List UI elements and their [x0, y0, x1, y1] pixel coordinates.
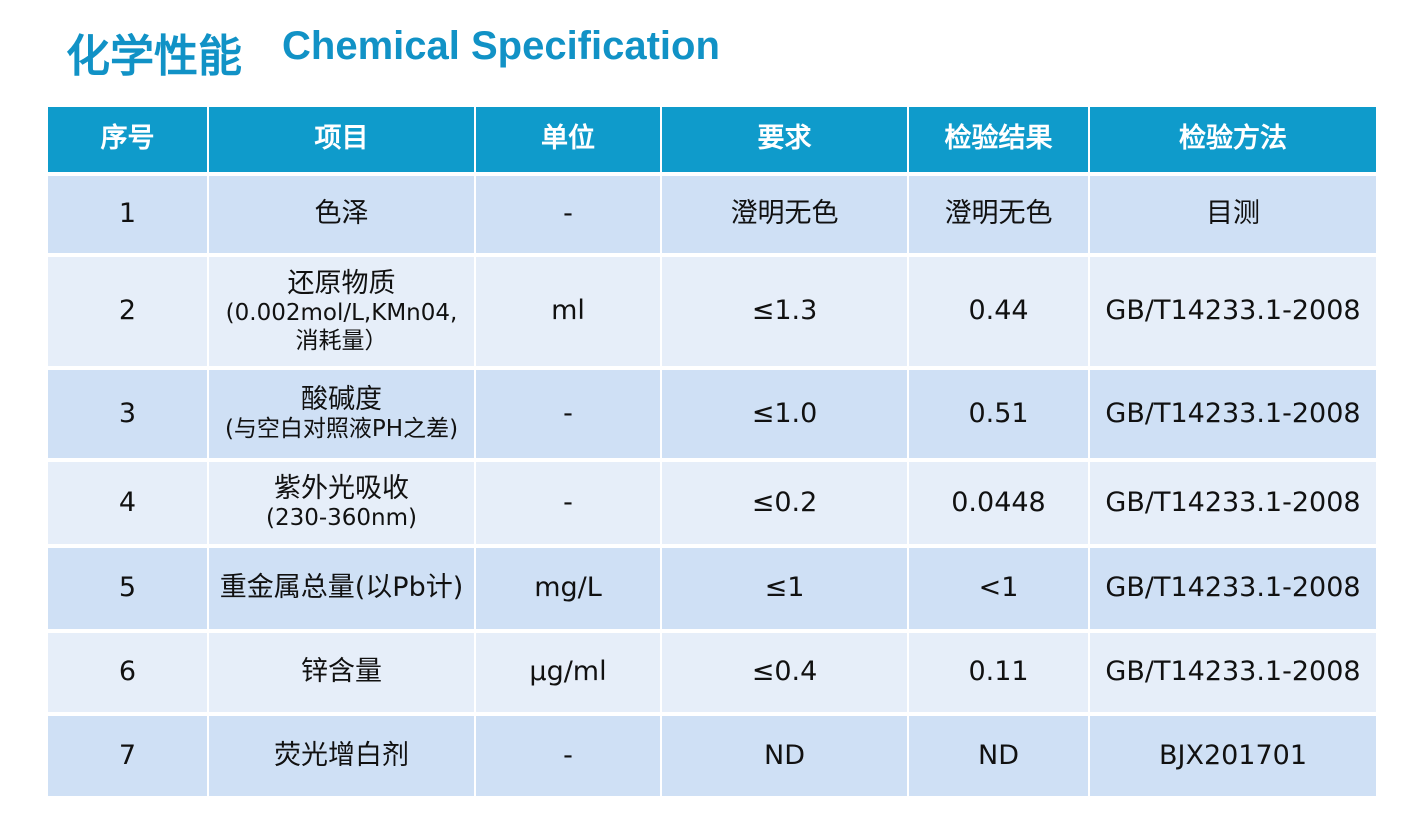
table-cell: 0.0448 — [909, 462, 1088, 544]
table-cell: 重金属总量(以Pb计) — [209, 548, 474, 629]
table-cell: - — [476, 176, 660, 253]
table-cell: GB/T14233.1-2008 — [1090, 257, 1376, 366]
table-cell: - — [476, 370, 660, 458]
table-cell: GB/T14233.1-2008 — [1090, 462, 1376, 544]
table-cell: ≤0.2 — [662, 462, 907, 544]
table-cell: ≤0.4 — [662, 633, 907, 712]
title-cn: 化学性能 — [66, 31, 242, 82]
table-cell: 6 — [48, 633, 207, 712]
table-cell: - — [476, 462, 660, 544]
table-cell: 色泽 — [209, 176, 474, 253]
table-cell: 4 — [48, 462, 207, 544]
table-cell: μg/ml — [476, 633, 660, 712]
cell-text: 还原物质 — [287, 267, 396, 299]
cell-text: 荧光增白剂 — [274, 739, 409, 771]
table-cell: <1 — [909, 548, 1088, 629]
cell-note: (0.002mol/L,KMn04, — [225, 300, 458, 327]
table-cell: ≤1.0 — [662, 370, 907, 458]
table-cell: ≤1.3 — [662, 257, 907, 366]
table-cell: GB/T14233.1-2008 — [1090, 633, 1376, 712]
cell-text: 色泽 — [314, 198, 369, 230]
table-cell: ml — [476, 257, 660, 366]
table-cell: 荧光增白剂 — [209, 716, 474, 796]
title-en: Chemical Specification — [282, 24, 720, 68]
cell-note: 消耗量） — [295, 327, 388, 354]
table-cell: 0.44 — [909, 257, 1088, 366]
table-cell: 1 — [48, 176, 207, 253]
cell-text: 锌含量 — [301, 656, 382, 688]
table-cell: 0.11 — [909, 633, 1088, 712]
header-cell: 检验结果 — [909, 107, 1088, 172]
table-cell: ND — [662, 716, 907, 796]
table-cell: GB/T14233.1-2008 — [1090, 370, 1376, 458]
table-cell: 澄明无色 — [909, 176, 1088, 253]
cell-note: (与空白对照液PH之差) — [224, 416, 459, 443]
cell-text: 紫外光吸收 — [274, 473, 409, 504]
header-cell: 要求 — [662, 107, 907, 172]
table-cell: BJX201701 — [1090, 716, 1376, 796]
table-cell: 锌含量 — [209, 633, 474, 712]
table-cell: 紫外光吸收 (230-360nm) — [209, 462, 474, 544]
cell-text: 酸碱度 — [301, 384, 382, 415]
table-cell: 0.51 — [909, 370, 1088, 458]
header-cell: 项目 — [209, 107, 474, 172]
header-cell: 单位 — [476, 107, 660, 172]
table-cell: 5 — [48, 548, 207, 629]
header-cell: 序号 — [48, 107, 207, 172]
table-cell: 目测 — [1090, 176, 1376, 253]
table-cell: 2 — [48, 257, 207, 366]
table-cell: 还原物质 (0.002mol/L,KMn04, 消耗量） — [209, 257, 474, 366]
table-cell: - — [476, 716, 660, 796]
table-cell: 酸碱度 (与空白对照液PH之差) — [209, 370, 474, 458]
table-cell: 3 — [48, 370, 207, 458]
cell-note: (230-360nm) — [265, 505, 418, 532]
table-cell: GB/T14233.1-2008 — [1090, 548, 1376, 629]
table-cell: 澄明无色 — [662, 176, 907, 253]
table-cell: ≤1 — [662, 548, 907, 629]
table-cell: 7 — [48, 716, 207, 796]
table-cell: mg/L — [476, 548, 660, 629]
header-cell: 检验方法 — [1090, 107, 1376, 172]
table-cell: ND — [909, 716, 1088, 796]
cell-text: 重金属总量(以Pb计) — [219, 572, 464, 604]
